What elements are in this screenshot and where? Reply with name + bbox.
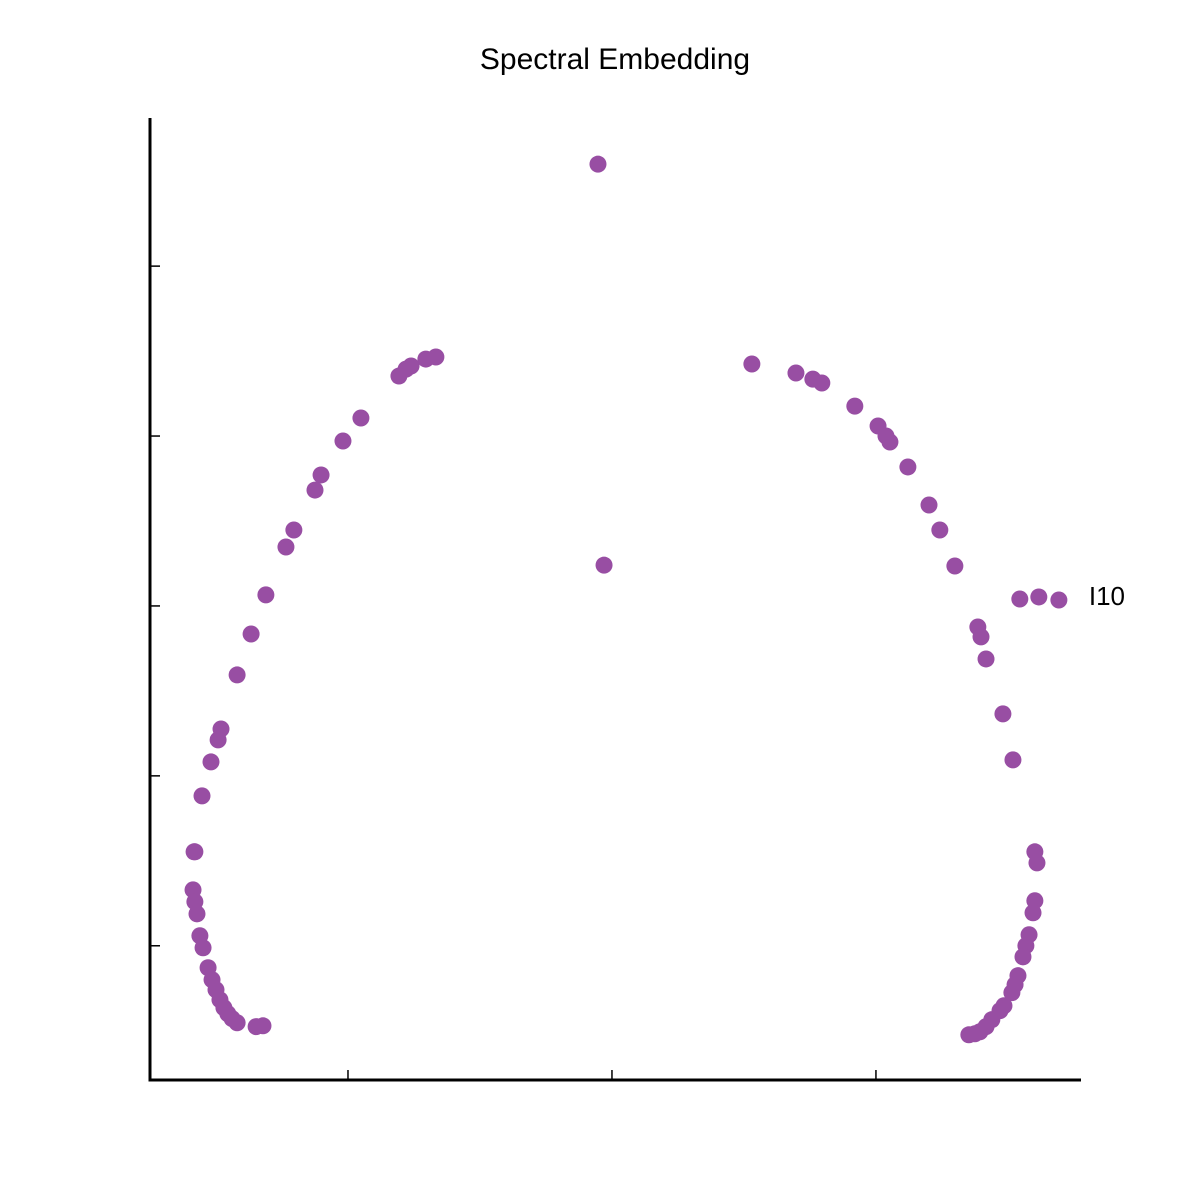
point bbox=[228, 1014, 246, 1032]
point bbox=[257, 586, 275, 604]
point bbox=[1028, 854, 1046, 872]
point bbox=[881, 433, 899, 451]
point bbox=[334, 432, 352, 450]
point bbox=[1030, 588, 1048, 606]
point bbox=[306, 481, 324, 499]
point bbox=[846, 397, 864, 415]
point bbox=[946, 557, 964, 575]
point bbox=[743, 355, 761, 373]
point bbox=[595, 556, 613, 574]
chart-title: Spectral Embedding bbox=[480, 43, 750, 76]
point bbox=[352, 409, 370, 427]
point bbox=[972, 628, 990, 646]
point bbox=[994, 705, 1012, 723]
point bbox=[277, 538, 295, 556]
point bbox=[417, 350, 435, 368]
point bbox=[312, 466, 330, 484]
point bbox=[186, 843, 204, 861]
point bbox=[1011, 590, 1029, 608]
point bbox=[254, 1017, 272, 1035]
point bbox=[960, 1026, 978, 1044]
point bbox=[202, 753, 220, 771]
point bbox=[228, 666, 246, 684]
point bbox=[813, 374, 831, 392]
point bbox=[1004, 751, 1022, 769]
point bbox=[1050, 591, 1068, 609]
point-label: I10 bbox=[1089, 581, 1125, 611]
point bbox=[193, 787, 211, 805]
point bbox=[899, 458, 917, 476]
point bbox=[188, 905, 206, 923]
point bbox=[242, 625, 260, 643]
point bbox=[787, 364, 805, 382]
point bbox=[1024, 904, 1042, 922]
point bbox=[931, 521, 949, 539]
point bbox=[285, 521, 303, 539]
point bbox=[390, 367, 408, 385]
point bbox=[209, 731, 227, 749]
point bbox=[977, 650, 995, 668]
point bbox=[589, 155, 607, 173]
point bbox=[1014, 948, 1032, 966]
point bbox=[1003, 984, 1021, 1002]
point bbox=[920, 496, 938, 514]
point bbox=[194, 939, 212, 957]
